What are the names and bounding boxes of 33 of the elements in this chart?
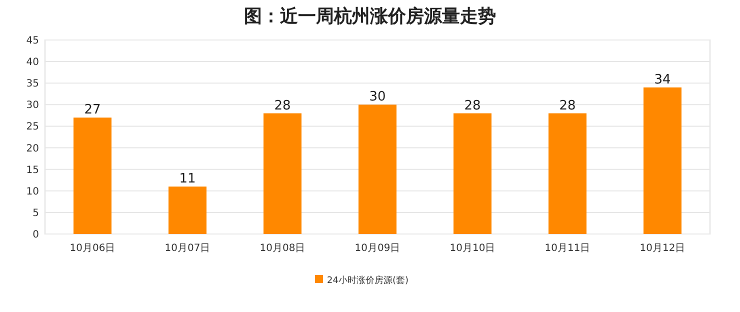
y-tick-label: 25	[26, 122, 39, 133]
y-tick-label: 35	[26, 78, 39, 90]
y-tick-label: 15	[26, 164, 39, 176]
bar	[454, 113, 492, 234]
x-tick-label: 10月12日	[640, 243, 686, 254]
bar	[644, 87, 682, 234]
data-label: 28	[559, 98, 576, 114]
data-label: 28	[464, 98, 481, 114]
x-tick-label: 10月08日	[260, 243, 306, 254]
bar	[168, 186, 206, 234]
y-tick-label: 10	[26, 186, 39, 198]
bar	[548, 113, 586, 234]
data-label: 27	[84, 102, 101, 118]
y-tick-label: 0	[32, 230, 39, 240]
y-tick-label: 45	[26, 36, 39, 46]
y-tick-label: 20	[26, 143, 39, 154]
bar	[264, 113, 302, 234]
legend-label: 24小时涨价房源(套)	[327, 275, 408, 286]
x-tick-label: 10月09日	[354, 243, 400, 254]
y-tick-label: 40	[26, 57, 39, 68]
y-tick-label: 30	[26, 100, 39, 112]
chart-title: 图：近一周杭州涨价房源量走势	[244, 6, 496, 27]
data-label: 11	[179, 172, 196, 187]
x-tick-label: 10月06日	[70, 243, 116, 254]
bar	[358, 104, 396, 234]
x-tick-label: 10月10日	[450, 243, 496, 254]
x-tick-label: 10月11日	[544, 243, 590, 254]
bar	[74, 118, 112, 234]
data-label: 34	[654, 72, 671, 88]
x-tick-label: 10月07日	[164, 243, 210, 254]
data-label: 30	[369, 90, 386, 105]
data-label: 28	[274, 98, 291, 114]
y-tick-label: 5	[32, 208, 39, 219]
